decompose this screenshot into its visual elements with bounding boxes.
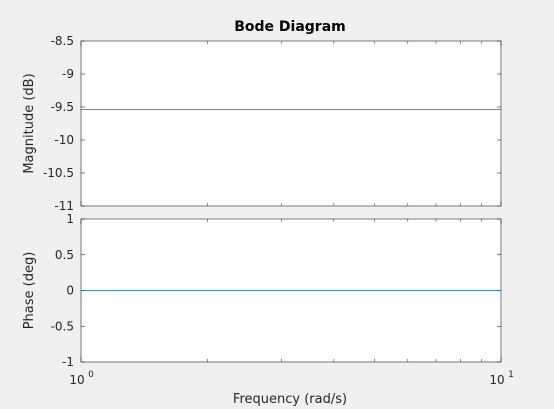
magnitude-y-tick-label: -11	[54, 199, 74, 213]
magnitude-y-tick-label: -10.5	[43, 166, 74, 180]
magnitude-y-tick-label: -9	[62, 67, 74, 81]
phase-y-tick-label: -1	[62, 355, 74, 369]
chart-title: Bode Diagram	[234, 19, 346, 35]
phase-y-tick-label: 0	[66, 284, 74, 298]
x-tick-label: 10	[489, 373, 504, 387]
x-tick-exponent: 1	[508, 370, 514, 380]
phase-y-tick-label: 0.5	[55, 248, 74, 262]
x-tick-label: 10	[69, 373, 84, 387]
phase-y-tick-label: 1	[66, 212, 74, 226]
x-tick-exponent: 0	[88, 370, 94, 380]
magnitude-y-axis-label: Magnitude (dB)	[22, 73, 37, 173]
magnitude-y-tick-label: -9.5	[51, 100, 74, 114]
phase-y-axis-label: Phase (deg)	[22, 252, 37, 330]
magnitude-y-tick-label: -8.5	[51, 34, 74, 48]
magnitude-panel: -8.5 -9 -9.5 -10 -10.5 -11 Magnitude (dB)	[22, 34, 502, 213]
magnitude-y-tick-label: -10	[54, 133, 74, 147]
magnitude-axes-box	[80, 40, 502, 207]
phase-panel: 1 0.5 0 -0.5 -1 Phase (deg)	[22, 212, 502, 369]
x-axis-label: Frequency (rad/s)	[233, 392, 347, 407]
phase-y-tick-label: -0.5	[51, 319, 74, 333]
